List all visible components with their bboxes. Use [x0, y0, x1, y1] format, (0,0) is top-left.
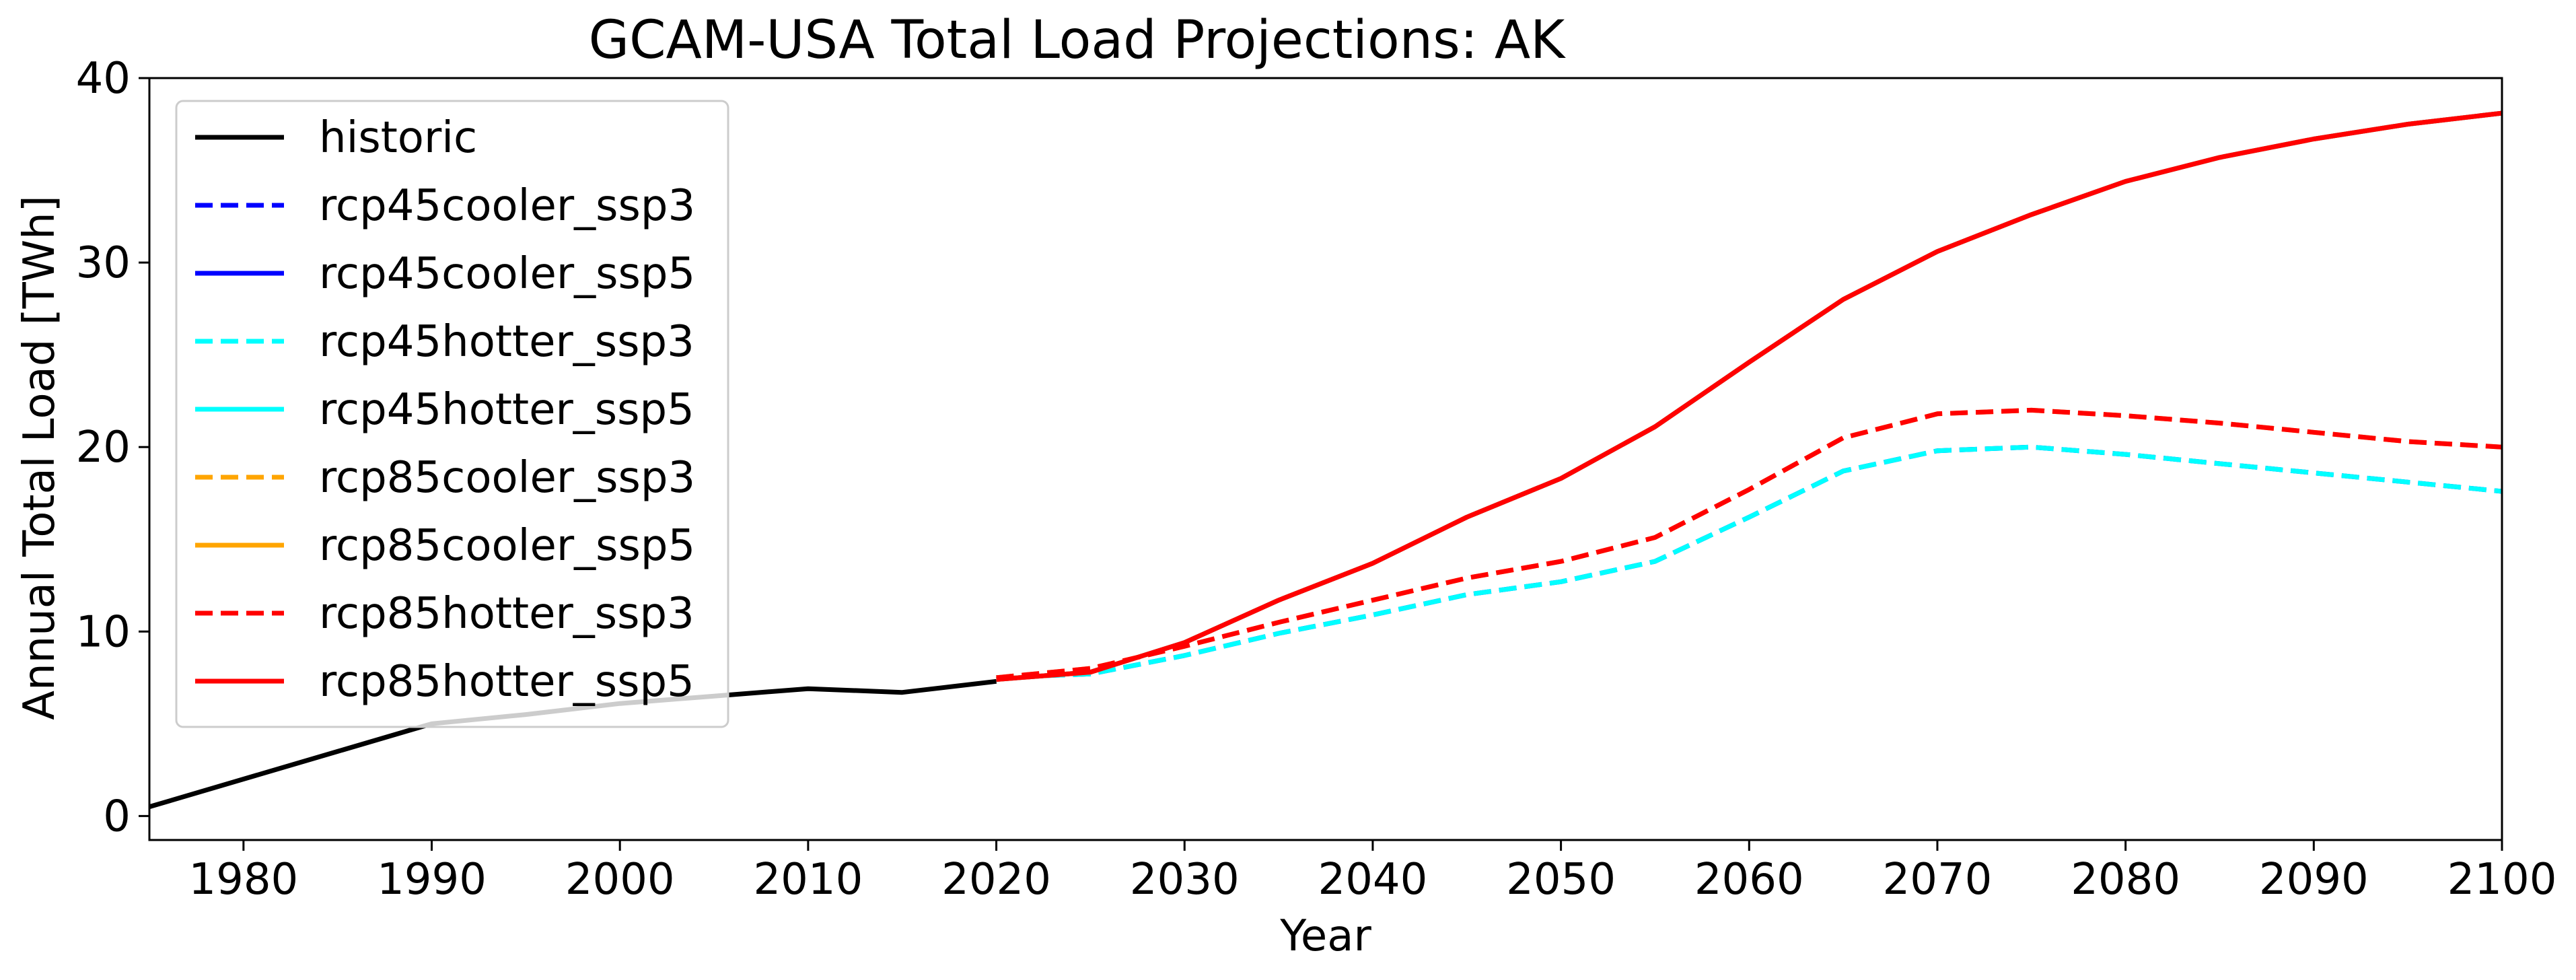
x-tick-label: 2100 [2447, 855, 2557, 905]
series-line-rcp85hotter_ssp5 [996, 110, 2502, 682]
x-tick-label: 2050 [1506, 855, 1616, 905]
x-tick-label: 2090 [2259, 855, 2369, 905]
legend-label-rcp85cooler_ssp3: rcp85cooler_ssp3 [319, 453, 695, 503]
x-tick-label: 2070 [1883, 855, 1993, 905]
y-axis: 0 10 20 30 40 [76, 54, 149, 841]
y-tick-label: 10 [76, 607, 131, 657]
chart-title: GCAM-USA Total Load Projections: AK [589, 10, 1567, 71]
legend-box [175, 100, 729, 728]
x-tick-label: 2030 [1130, 855, 1240, 905]
y-tick-label: 40 [76, 54, 131, 104]
series-layer [149, 110, 2502, 810]
x-tick-label: 2020 [941, 855, 1051, 905]
legend-label-rcp45hotter_ssp5: rcp45hotter_ssp5 [319, 385, 694, 435]
series-line-rcp85hotter_ssp3 [996, 407, 2502, 680]
legend-label-rcp45cooler_ssp5: rcp45cooler_ssp5 [319, 249, 695, 299]
y-tick-label: 0 [103, 792, 131, 841]
y-tick-label: 20 [76, 423, 131, 473]
x-tick-label: 2040 [1318, 855, 1427, 905]
legend-label-historic: historic [319, 113, 477, 163]
x-tick-label: 1990 [377, 855, 487, 905]
legend-label-rcp45cooler_ssp3: rcp45cooler_ssp3 [319, 181, 695, 231]
legend-label-rcp85cooler_ssp5: rcp85cooler_ssp5 [319, 521, 695, 571]
legend: historic rcp45cooler_ssp3 rcp45cooler_ssp5… [175, 100, 729, 728]
x-tick-label: 2060 [1694, 855, 1804, 905]
plot-area [148, 77, 2503, 841]
x-tick-label: 2080 [2071, 855, 2180, 905]
x-tick-label: 2010 [753, 855, 863, 905]
legend-label-rcp45hotter_ssp3: rcp45hotter_ssp3 [319, 317, 694, 367]
x-tick-label: 2000 [565, 855, 675, 905]
series-line-rcp45hotter_ssp3 [996, 444, 2502, 680]
x-axis: 1980 1990 2000 2010 2020 2030 2040 2050 2060 2070… [188, 840, 2556, 905]
legend-label-rcp85hotter_ssp5: rcp85hotter_ssp5 [319, 657, 694, 707]
y-axis-label: Annual Total Load [TWh] [15, 195, 65, 720]
legend-items: historic rcp45cooler_ssp3 rcp45cooler_ssp5… [195, 113, 695, 707]
legend-label-rcp85hotter_ssp3: rcp85hotter_ssp3 [319, 589, 694, 639]
x-axis-label: Year [1279, 911, 1371, 961]
y-tick-label: 30 [76, 238, 131, 288]
plot-frame [148, 77, 2503, 841]
x-tick-label: 1980 [188, 855, 298, 905]
